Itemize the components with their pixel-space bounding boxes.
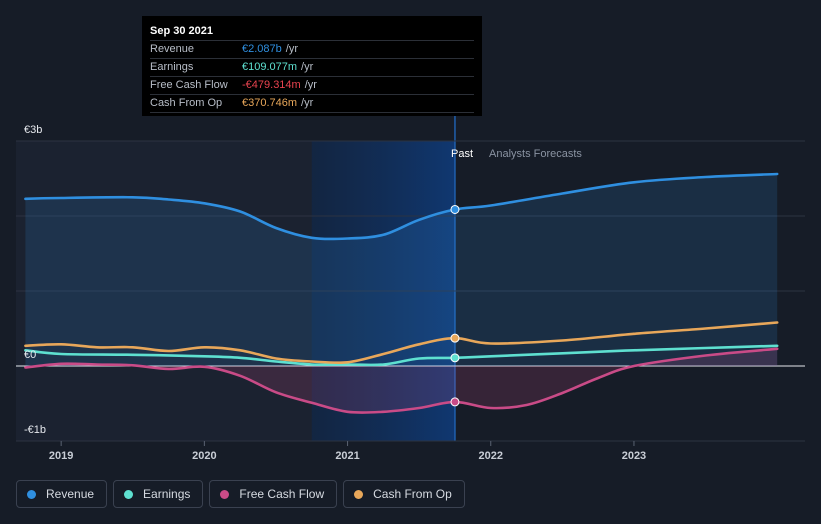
tooltip-row-earnings: Earnings €109.077m /yr: [150, 58, 474, 76]
earnings-dot-icon: [124, 489, 134, 499]
series-line-free-cash-flow: [24, 347, 779, 414]
tooltip-value: -€479.314m: [242, 79, 301, 91]
tooltip-date: Sep 30 2021: [150, 25, 213, 37]
data-point-free-cash-flow: [450, 397, 460, 407]
data-point-earnings: [450, 353, 460, 363]
y-tick-label: €0: [24, 349, 36, 361]
series-line-earnings: [24, 344, 779, 367]
data-point-cash-from-op: [450, 333, 460, 343]
x-tick-label: 2019: [49, 450, 73, 462]
tooltip-row-free-cash-flow: Free Cash Flow -€479.314m /yr: [150, 76, 474, 94]
series-line-cash-from-op: [24, 321, 779, 365]
tooltip-value: €109.077m: [242, 61, 298, 73]
x-tick-label: 2020: [192, 450, 216, 462]
legend-item-revenue[interactable]: Revenue: [16, 480, 108, 508]
x-tick-label: 2023: [622, 450, 646, 462]
tooltip-unit: /yr: [304, 79, 317, 91]
x-tick-label: 2022: [479, 450, 503, 462]
series-line-revenue: [24, 172, 779, 241]
tooltip-unit: /yr: [301, 97, 314, 109]
tooltip-label: Cash From Op: [150, 97, 223, 109]
data-tooltip: Sep 30 2021 Revenue €2.087b /yr Earnings…: [142, 16, 482, 116]
past-label: Past: [451, 148, 473, 160]
legend: Revenue Earnings Free Cash Flow Cash Fro…: [16, 480, 465, 510]
data-point-revenue: [450, 204, 460, 214]
legend-label: Revenue: [46, 487, 95, 501]
revenue-dot-icon: [27, 489, 36, 499]
legend-label: Earnings: [143, 487, 191, 501]
tooltip-row-cash-from-op: Cash From Op €370.746m /yr: [150, 94, 474, 113]
series-area-revenue: [25, 174, 778, 366]
tooltip-label: Earnings: [150, 61, 194, 73]
x-tick-label: 2021: [335, 450, 359, 462]
tooltip-value: €2.087b: [242, 43, 282, 55]
legend-label: Cash From Op: [373, 487, 452, 501]
legend-label: Free Cash Flow: [239, 487, 325, 501]
cash-from-op-dot-icon: [354, 489, 364, 499]
tooltip-unit: /yr: [301, 61, 314, 73]
tooltip-value: €370.746m: [242, 97, 298, 109]
free-cash-flow-dot-icon: [220, 489, 230, 499]
y-tick-label: -€1b: [24, 424, 46, 436]
tooltip-label: Revenue: [150, 43, 195, 55]
tooltip-unit: /yr: [285, 43, 298, 55]
tooltip-label: Free Cash Flow: [150, 79, 228, 91]
legend-item-earnings[interactable]: Earnings: [113, 480, 204, 508]
tooltip-row-revenue: Revenue €2.087b /yr: [150, 40, 474, 58]
legend-item-cash-from-op[interactable]: Cash From Op: [343, 480, 465, 508]
forecast-label: Analysts Forecasts: [489, 148, 582, 160]
legend-item-free-cash-flow[interactable]: Free Cash Flow: [209, 480, 338, 508]
y-tick-label: €3b: [24, 124, 42, 136]
series-area-free-cash-flow: [25, 348, 778, 413]
